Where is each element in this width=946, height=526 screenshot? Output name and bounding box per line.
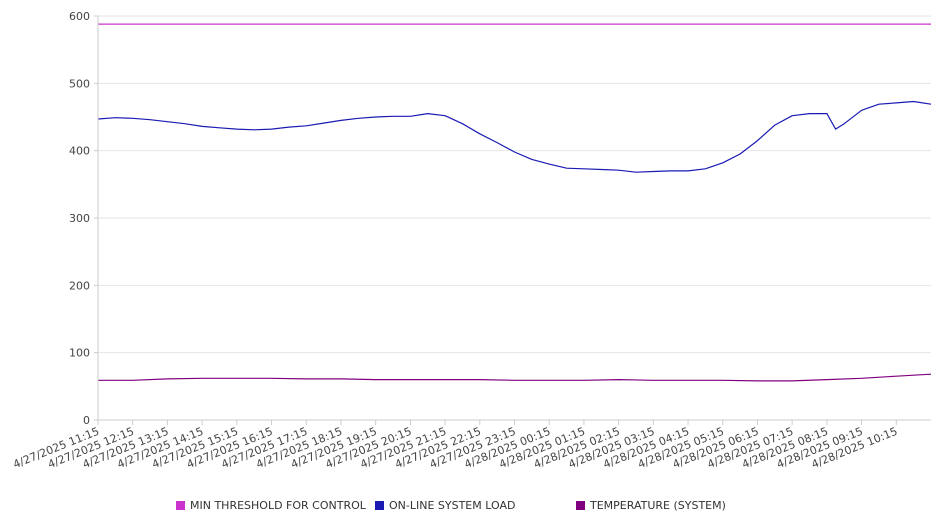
legend-swatch-1 [176,501,185,510]
legend: MIN THRESHOLD FOR CONTROL ON-LINE SYSTEM … [176,499,726,512]
legend-label-2: ON-LINE SYSTEM LOAD [389,499,515,512]
y-tick-label: 200 [69,279,90,292]
legend-swatch-3 [576,501,585,510]
series-line-2 [97,100,932,173]
series-lines [97,23,932,382]
legend-label-3: TEMPERATURE (SYSTEM) [589,499,726,512]
y-tick-label: 300 [69,212,90,225]
axes [97,16,931,421]
y-axis-ticks: 0 100 200 300 400 500 600 [69,10,98,427]
legend-swatch-2 [375,501,384,510]
y-tick-label: 100 [69,347,90,360]
legend-label-1: MIN THRESHOLD FOR CONTROL [190,499,367,512]
y-tick-label: 600 [69,10,90,23]
grid-lines [98,15,931,421]
series-line-3 [98,373,932,382]
y-tick-label: 400 [69,145,90,158]
y-tick-label: 0 [83,414,90,427]
x-axis-ticks: 4/27/2025 11:154/27/2025 12:154/27/2025 … [11,420,899,471]
y-tick-label: 500 [69,77,90,90]
